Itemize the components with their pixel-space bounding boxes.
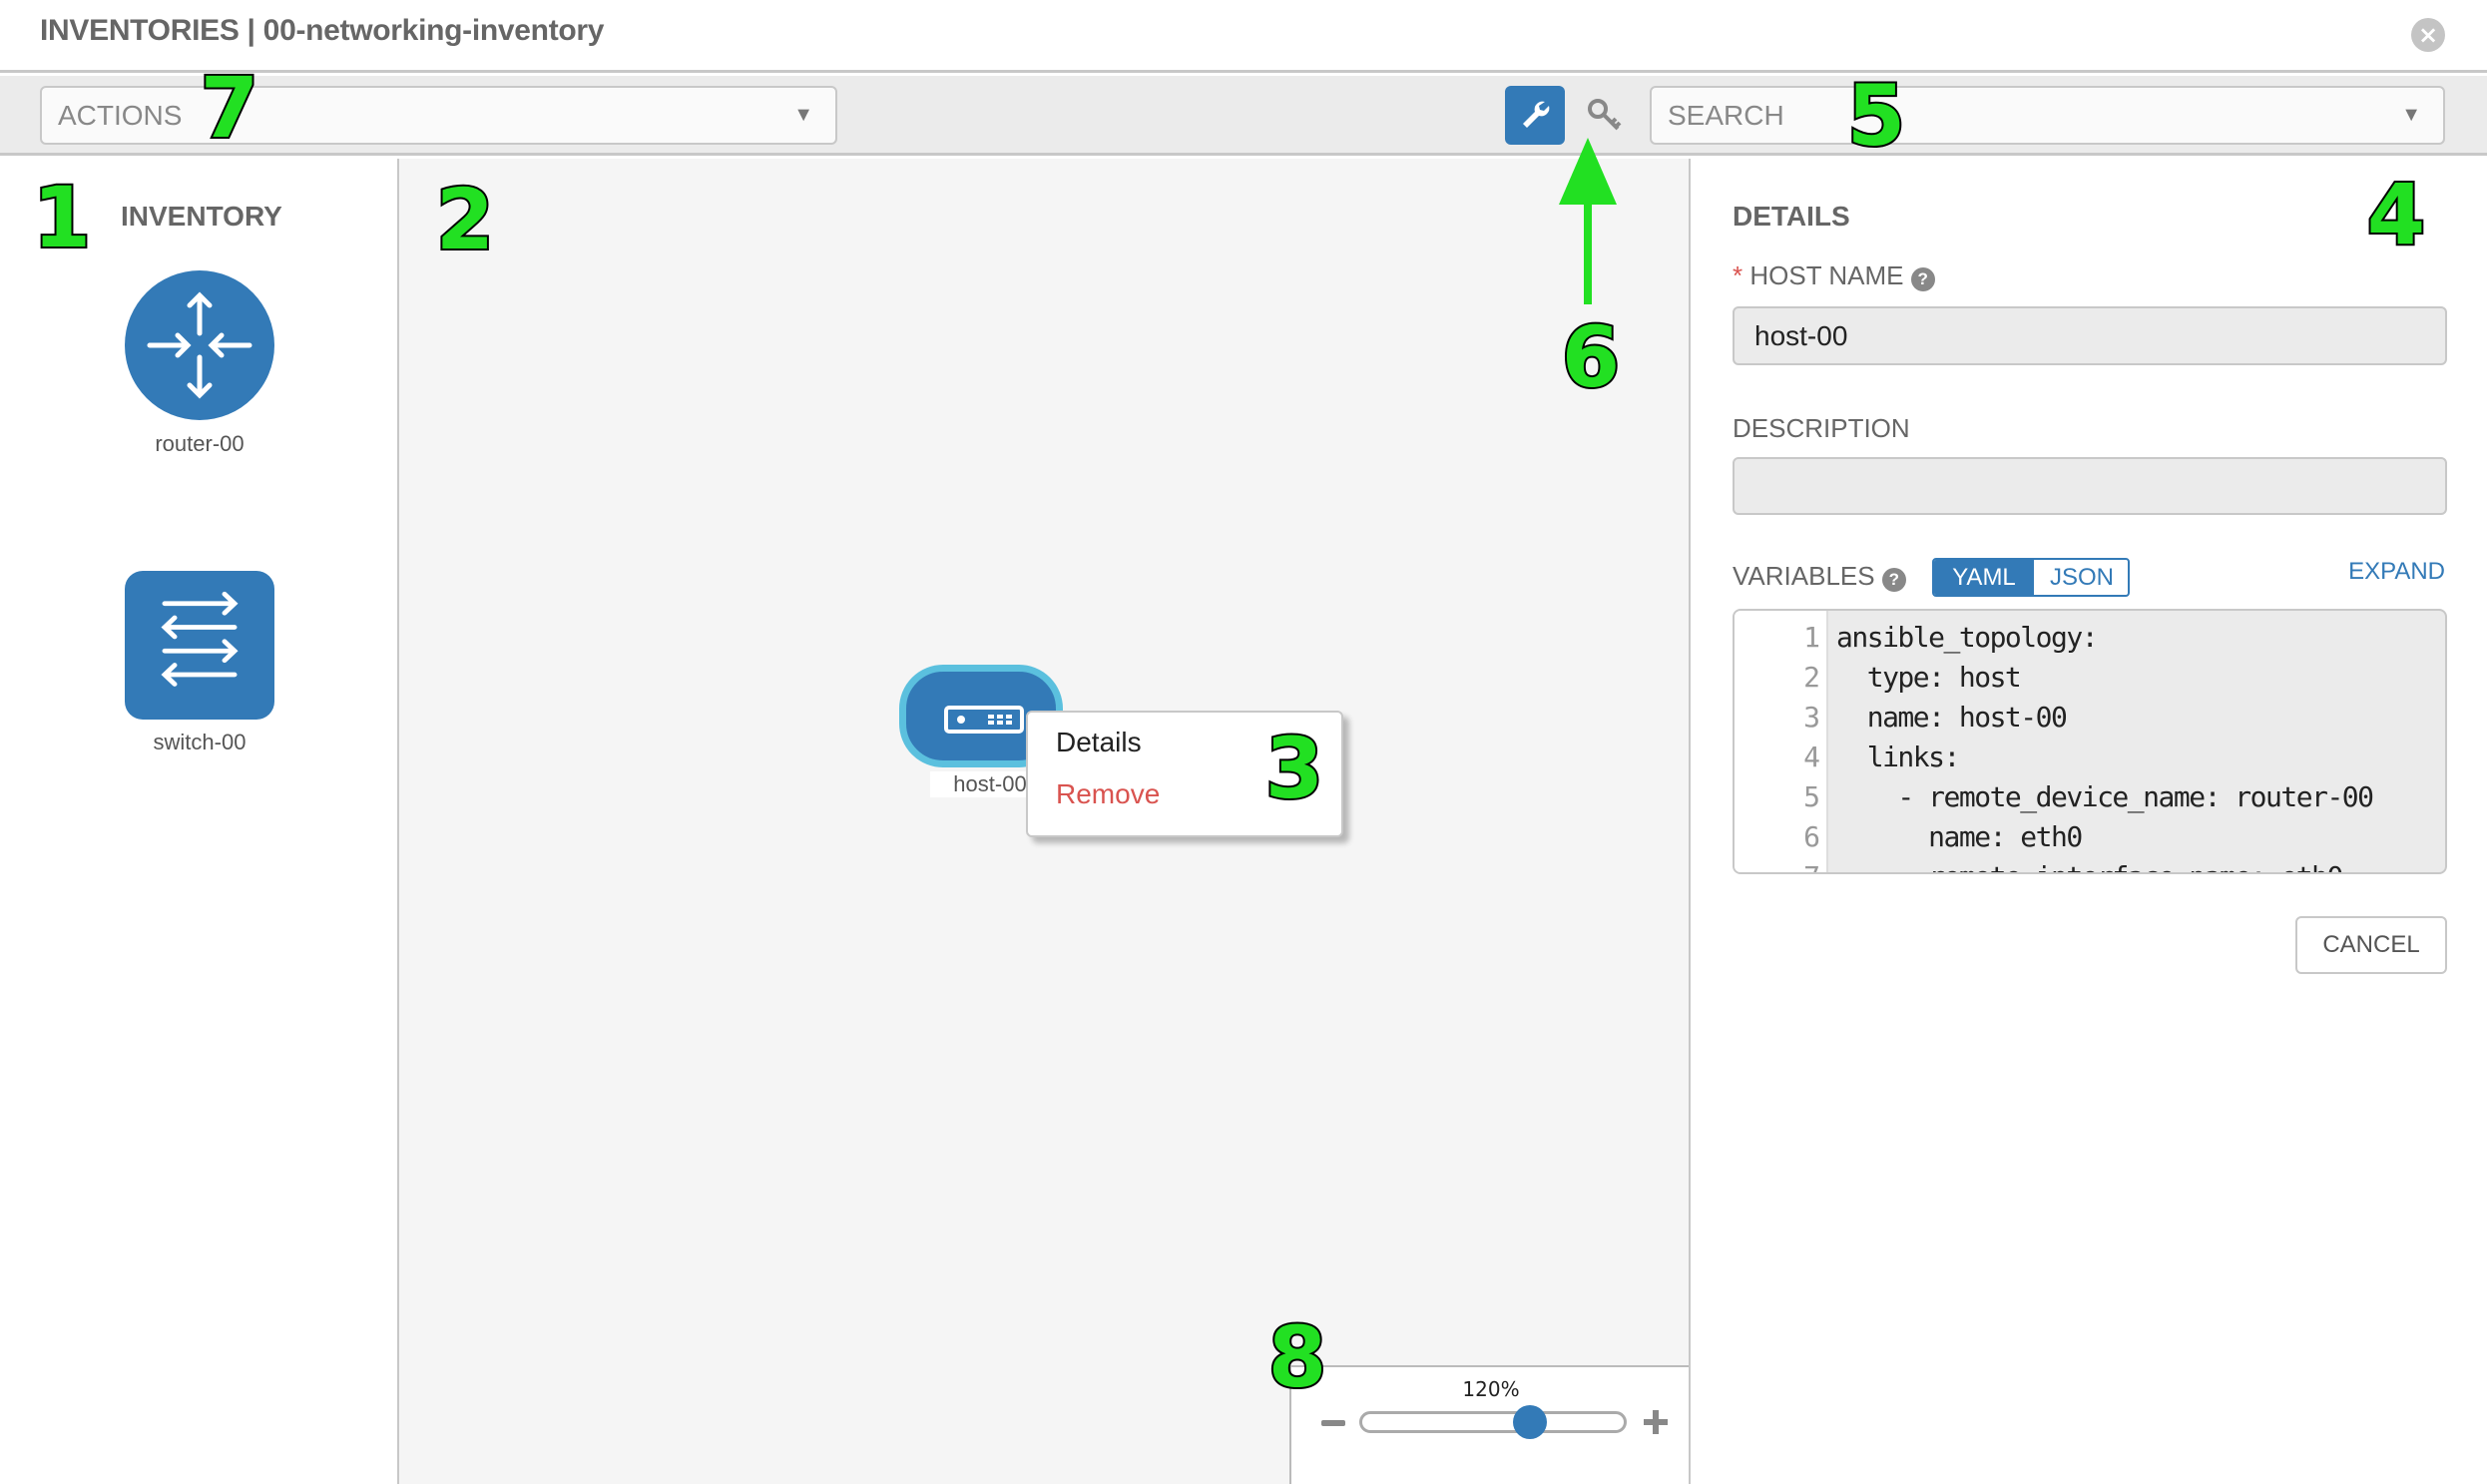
topology-canvas[interactable]: host-00 Details Remove 120% [399,159,1689,1484]
host-name-label: * HOST NAME ? [1733,260,1935,291]
description-label: DESCRIPTION [1733,413,1910,443]
zoom-in-icon[interactable] [1644,1410,1668,1434]
line-number: 1 [1803,621,1820,654]
zoom-widget: 120% [1289,1365,1689,1484]
menu-item-details[interactable]: Details [1056,727,1142,757]
toolbar: ACTIONS ▼ SEARCH ▼ [0,76,2487,156]
variables-label-text: VARIABLES [1733,561,1875,591]
code-line: ansible_topology: [1836,621,2099,654]
line-number: 7 [1803,860,1820,872]
wrench-icon [1523,101,1550,128]
router-item[interactable] [125,270,274,420]
callout-3: 3 [1263,720,1325,817]
zoom-out-icon[interactable] [1321,1420,1345,1426]
expand-link[interactable]: EXPAND [2348,558,2445,585]
wrench-button[interactable] [1505,86,1565,145]
line-number: 6 [1803,820,1820,853]
page-title: INVENTORIES | 00-networking-inventory [40,14,605,47]
search-placeholder: SEARCH [1668,100,1784,131]
key-icon[interactable] [1585,96,1625,136]
switch-label: switch-00 [153,730,247,754]
callout-7: 7 [199,59,260,157]
line-gutter: 1 2 3 4 5 6 7 [1735,611,1828,872]
line-number: 3 [1803,701,1820,734]
toggle-yaml[interactable]: YAML [1934,560,2034,595]
callout-6: 6 [1560,308,1622,406]
details-title: DETAILS [1733,201,1850,232]
actions-dropdown[interactable]: ACTIONS ▼ [40,86,837,145]
zoom-slider-thumb[interactable] [1512,1405,1547,1439]
format-toggle: YAML JSON [1932,558,2130,597]
router-icon [147,291,252,399]
inventory-panel: INVENTORY router-00 switch-00 [0,159,399,1484]
menu-item-remove[interactable]: Remove [1056,778,1161,809]
zoom-slider[interactable] [1359,1411,1627,1433]
callout-8: 8 [1266,1308,1328,1406]
host-icon [944,706,1024,734]
code-line: name: eth0 [1836,820,2083,853]
search-dropdown[interactable]: SEARCH ▼ [1650,86,2445,145]
router-label: router-00 [155,431,245,456]
host-name-input[interactable]: host-00 [1733,306,2447,365]
callout-2: 2 [434,171,496,268]
context-menu: Details Remove [1026,711,1343,837]
code-line: name: host-00 [1836,701,2068,734]
help-icon[interactable]: ? [1910,267,1935,291]
switch-item[interactable] [125,571,274,720]
line-number: 5 [1803,780,1820,813]
variables-editor[interactable]: 1 2 3 4 5 6 7 ansible_topology: type: host nam… [1733,609,2447,874]
actions-placeholder: ACTIONS [58,100,183,131]
code-line: - remote_device_name: router-00 [1836,780,2374,813]
description-input[interactable] [1733,457,2447,515]
toggle-json[interactable]: JSON [2049,564,2114,591]
zoom-level: 120% [1462,1377,1520,1401]
header: INVENTORIES | 00-networking-inventory × [0,0,2487,73]
details-panel: DETAILS * HOST NAME ? host-00 DESCRIPTIO… [1689,159,2487,1484]
variables-label: VARIABLES ? [1733,561,1906,592]
line-number: 4 [1803,741,1820,773]
chevron-down-icon: ▼ [2401,104,2421,126]
required-mark: * [1733,260,1743,290]
inventory-title: INVENTORY [121,201,282,232]
switch-icon [161,591,239,687]
chevron-down-icon: ▼ [793,104,813,126]
callout-1: 1 [31,169,93,266]
code-line: remote_interface_name: eth0 [1836,860,2343,872]
help-icon[interactable]: ? [1881,568,1906,592]
code-line: links: [1836,741,1961,773]
host-name-label-text: HOST NAME [1749,260,1904,290]
callout-4: 4 [2365,166,2427,263]
code-line: type: host [1836,661,2022,694]
callout-5: 5 [1845,67,1907,165]
close-icon[interactable]: × [2411,18,2445,52]
line-number: 2 [1803,661,1820,694]
cancel-button[interactable]: CANCEL [2295,916,2447,974]
